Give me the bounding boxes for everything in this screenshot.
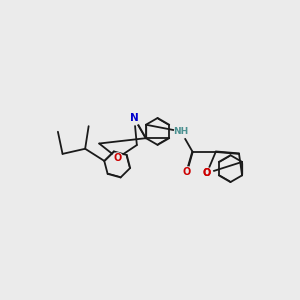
Text: O: O	[113, 153, 122, 163]
Text: N: N	[130, 113, 139, 123]
Text: O: O	[203, 168, 211, 178]
Text: O: O	[183, 167, 191, 177]
Text: NH: NH	[173, 127, 188, 136]
Text: O: O	[203, 168, 211, 178]
